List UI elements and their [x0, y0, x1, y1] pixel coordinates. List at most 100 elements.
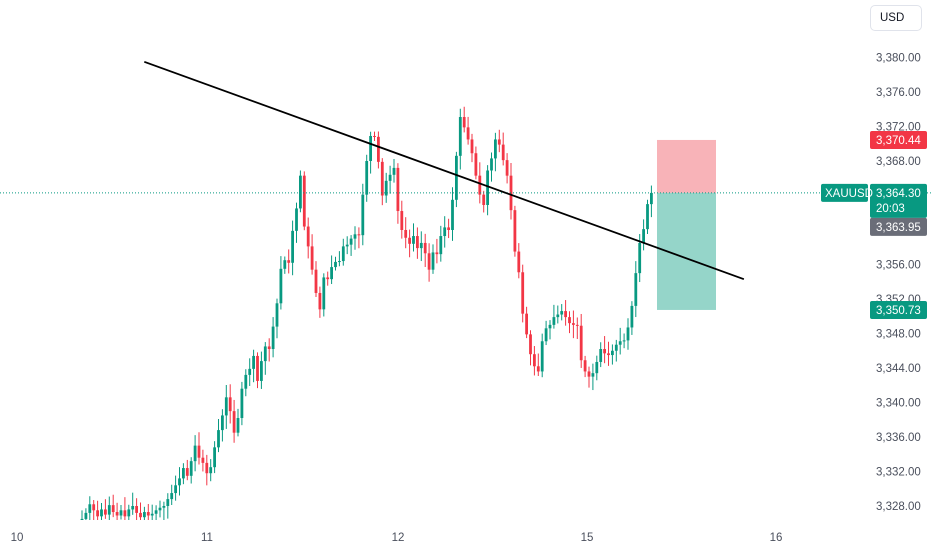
candle-body [182, 468, 185, 479]
candle-body [201, 457, 205, 463]
candle-body [330, 267, 333, 280]
stop-price-tag-text: 3,370.44 [876, 135, 921, 147]
candle-body [341, 246, 345, 262]
candle-body [447, 227, 450, 230]
candle-body [529, 334, 532, 355]
candle-body [416, 236, 419, 249]
candle-body [451, 199, 454, 230]
candle-body [193, 445, 197, 462]
symbol-tag-bg [821, 183, 868, 202]
candle-body [224, 397, 228, 416]
candle-body [501, 144, 505, 161]
candle-body [423, 242, 427, 254]
candle-body [642, 229, 645, 243]
candle-body [622, 340, 626, 342]
candle-body [322, 277, 326, 310]
candle-body [310, 246, 314, 270]
candle-body [143, 512, 146, 518]
candle-body [111, 505, 115, 513]
candle-body [88, 504, 92, 513]
candle-body [283, 260, 287, 269]
candle-body [478, 175, 482, 195]
stop-loss-zone [657, 139, 716, 193]
x-tick-label: 11 [201, 532, 213, 544]
candle-body [638, 242, 642, 274]
previous-price-tag-bg [870, 217, 927, 236]
current-price-tag-bg [870, 183, 927, 218]
candle-body [260, 361, 263, 381]
candle-body [579, 325, 583, 361]
y-tick-label: 3,368.00 [876, 156, 921, 168]
candle-body [135, 506, 138, 513]
candle-body [599, 349, 603, 362]
candle-body [607, 353, 610, 356]
current-price-text: 3,364.30 [876, 188, 921, 200]
candle-body [104, 509, 107, 515]
candle-body [443, 227, 447, 237]
candle-body [279, 268, 283, 304]
candle-body [618, 341, 622, 345]
candle-body [287, 260, 291, 263]
candle-body [100, 509, 103, 517]
previous-price-text: 3,363.95 [876, 222, 921, 234]
candle-body [318, 292, 322, 310]
candle-body [345, 244, 349, 247]
candle-body [185, 468, 189, 476]
candle-body [646, 204, 649, 230]
candle-body [271, 326, 275, 350]
candle-body [556, 314, 560, 318]
candle-body [560, 311, 564, 315]
x-tick-label: 12 [392, 532, 405, 544]
candle-body [650, 192, 653, 205]
candle-body [536, 366, 540, 372]
candle-body [373, 135, 376, 137]
candle-body [388, 174, 392, 181]
candle-body [357, 234, 361, 236]
candle-body [244, 374, 248, 389]
target-price-tag-bg [870, 300, 927, 319]
candle-body [595, 361, 599, 374]
y-tick-label: 3,380.00 [876, 53, 921, 65]
candle-body [80, 518, 84, 520]
candle-body [295, 208, 298, 231]
candle-body [630, 305, 634, 328]
candle-body [419, 242, 423, 249]
candle-body [435, 252, 439, 255]
candle-body [107, 505, 111, 515]
candle-body [552, 317, 556, 325]
trendline [143, 60, 745, 281]
symbol-tag-text: XAUUSD [825, 188, 873, 200]
candle-body [525, 313, 528, 335]
candle-body [486, 170, 489, 205]
price-axis: 3,380.003,376.003,372.003,368.003,364.00… [876, 53, 921, 514]
candle-body [248, 368, 252, 375]
candle-body [505, 160, 509, 176]
y-tick-label: 3,332.00 [876, 467, 921, 479]
y-tick-label: 3,376.00 [876, 87, 921, 99]
candle-body [482, 194, 486, 205]
overlays [0, 60, 932, 281]
candle-body [84, 512, 88, 519]
candle-body [146, 512, 150, 516]
candle-body [521, 272, 525, 314]
candle-body [236, 418, 240, 433]
candle-body [326, 277, 330, 280]
target-price-tag-text: 3,350.73 [876, 305, 921, 317]
candle-body [256, 355, 259, 381]
candles [0, 106, 862, 550]
candle-body [568, 317, 571, 324]
x-tick-label: 16 [770, 532, 783, 544]
candle-body [232, 411, 236, 433]
candle-body [587, 371, 591, 377]
candle-body [396, 167, 400, 212]
candle-body [392, 167, 396, 175]
candle-body [470, 139, 474, 154]
candle-body [365, 161, 369, 195]
y-tick-label: 3,372.00 [876, 122, 921, 134]
candle-body [299, 175, 302, 209]
currency-button[interactable]: USD [870, 5, 922, 31]
candle-body [123, 510, 127, 517]
